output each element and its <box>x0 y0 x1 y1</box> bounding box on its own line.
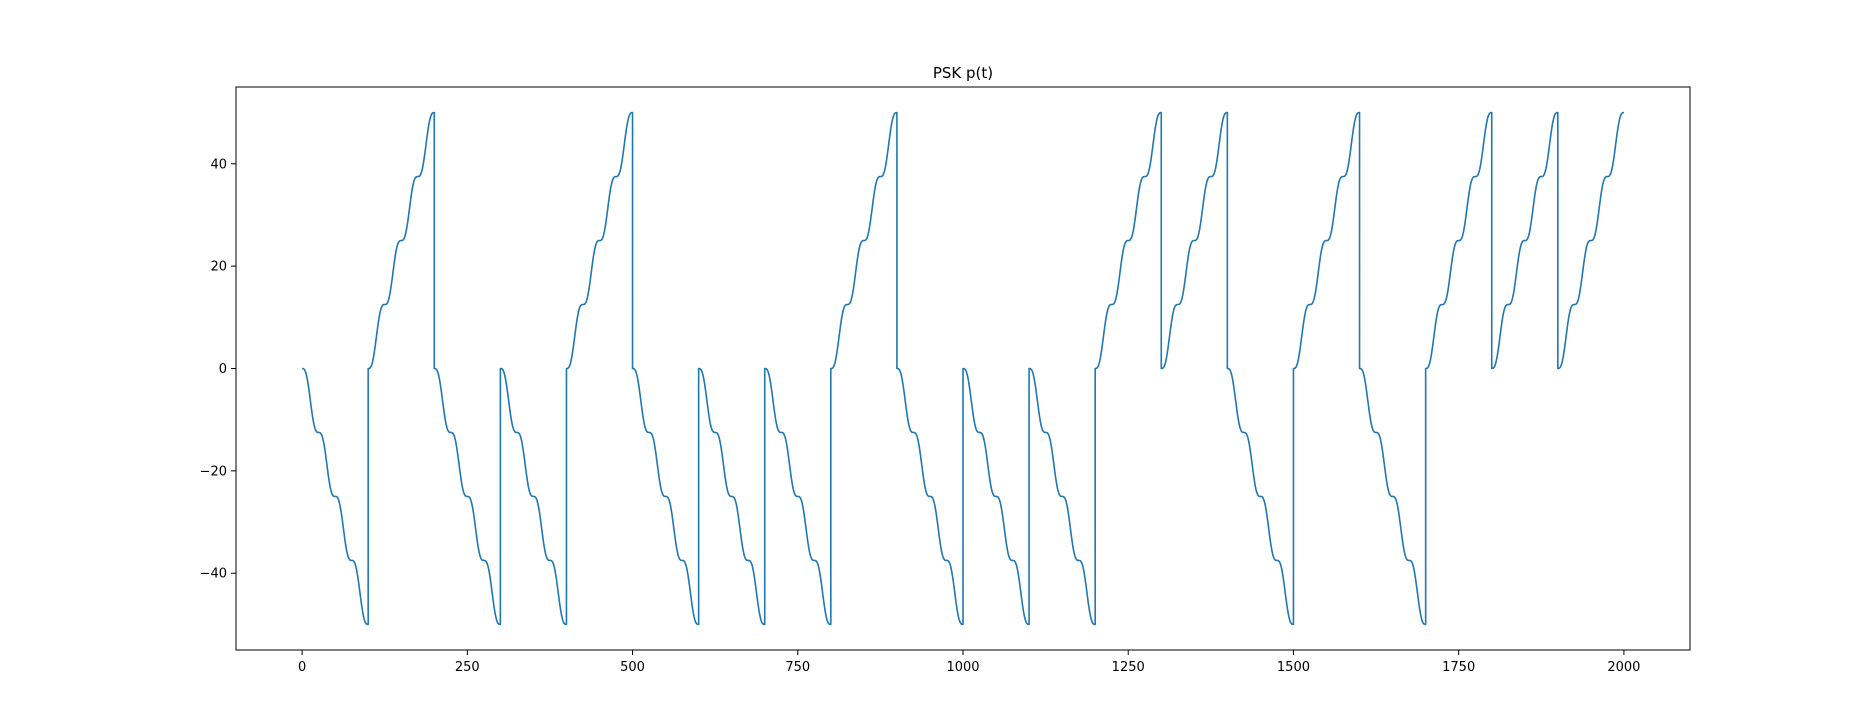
x-tick-label: 1000 <box>946 660 979 675</box>
x-tick-label: 500 <box>620 660 645 675</box>
y-tick-label: −20 <box>200 464 227 479</box>
x-tick-label: 1500 <box>1277 660 1310 675</box>
x-tick-label: 750 <box>785 660 810 675</box>
axes-frame <box>235 86 1691 651</box>
x-axis-ticks: 0 250 500 750 1000 1250 1500 1750 2000 <box>298 650 1640 675</box>
y-axis-ticks: −40 −20 0 20 40 <box>200 157 236 582</box>
chart-title: PSK p(t) <box>933 64 993 82</box>
x-tick-label: 1750 <box>1442 660 1475 675</box>
x-tick-label: 2000 <box>1607 660 1640 675</box>
y-tick-label: 40 <box>210 157 227 172</box>
x-tick-label: 0 <box>298 660 306 675</box>
x-tick-label: 1250 <box>1112 660 1145 675</box>
series-line <box>301 111 1625 626</box>
y-tick-label: −40 <box>200 567 227 582</box>
y-tick-label: 0 <box>219 362 227 377</box>
x-tick-label: 250 <box>455 660 480 675</box>
plot-area <box>301 111 1625 626</box>
y-tick-label: 20 <box>210 260 227 275</box>
